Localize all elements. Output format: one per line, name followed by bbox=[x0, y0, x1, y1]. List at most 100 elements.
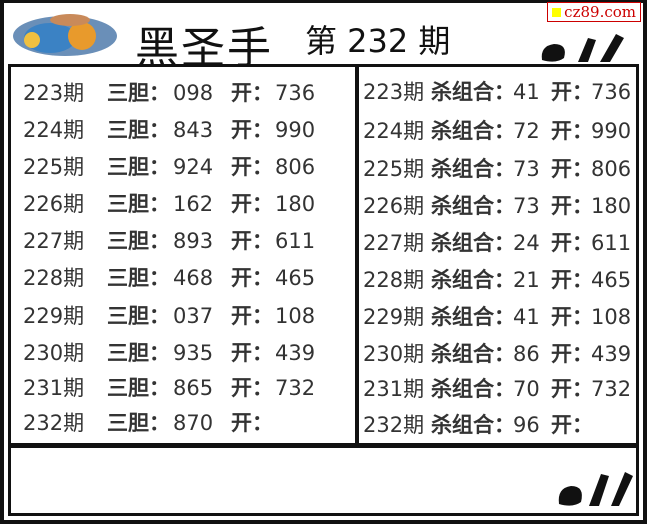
result-cell: 439 bbox=[591, 342, 632, 366]
period-cell: 225期 bbox=[363, 157, 425, 181]
value-cell: 72 bbox=[513, 119, 540, 143]
label-cell: 杀组合： bbox=[431, 268, 515, 292]
label-cell: 杀组合： bbox=[431, 305, 515, 329]
open-cell: 开： bbox=[551, 268, 593, 292]
period-cell: 223期 bbox=[23, 81, 85, 105]
result-cell: 465 bbox=[275, 266, 316, 290]
label-cell: 杀组合： bbox=[431, 342, 515, 366]
issue-number: 第 232 期 bbox=[305, 22, 451, 60]
value-cell: 21 bbox=[513, 268, 540, 292]
period-cell: 225期 bbox=[23, 155, 85, 179]
result-cell: 990 bbox=[275, 118, 316, 142]
result-cell: 732 bbox=[275, 376, 316, 400]
period-cell: 229期 bbox=[23, 304, 85, 328]
watermark-badge[interactable]: cz89.com bbox=[547, 2, 641, 22]
label-cell: 杀组合： bbox=[431, 194, 515, 218]
result-cell: 439 bbox=[275, 341, 316, 365]
period-cell: 228期 bbox=[363, 268, 425, 292]
period-cell: 227期 bbox=[363, 231, 425, 255]
period-cell: 228期 bbox=[23, 266, 85, 290]
label-cell: 杀组合： bbox=[431, 80, 515, 104]
open-cell: 开： bbox=[231, 411, 273, 435]
result-cell: 108 bbox=[591, 305, 632, 329]
period-cell: 224期 bbox=[363, 119, 425, 143]
open-cell: 开： bbox=[231, 266, 273, 290]
label-cell: 三胆： bbox=[107, 155, 170, 179]
label-cell: 杀组合： bbox=[431, 157, 515, 181]
label-cell: 三胆： bbox=[107, 192, 170, 216]
open-cell: 开： bbox=[551, 80, 593, 104]
open-cell: 开： bbox=[231, 155, 273, 179]
label-cell: 三胆： bbox=[107, 229, 170, 253]
open-cell: 开： bbox=[551, 342, 593, 366]
result-cell: 806 bbox=[275, 155, 316, 179]
result-cell: 465 bbox=[591, 268, 632, 292]
open-cell: 开： bbox=[551, 157, 593, 181]
value-cell: 870 bbox=[173, 411, 214, 435]
label-cell: 三胆： bbox=[107, 81, 170, 105]
open-cell: 开： bbox=[231, 341, 273, 365]
ok-hand-mark-icon bbox=[541, 34, 624, 62]
period-cell: 232期 bbox=[363, 413, 425, 437]
label-cell: 三胆： bbox=[107, 304, 170, 328]
ok-hand-mark-icon bbox=[558, 472, 633, 506]
period-cell: 224期 bbox=[23, 118, 85, 142]
watermark-text: cz89.com bbox=[564, 3, 636, 21]
period-cell: 223期 bbox=[363, 80, 425, 104]
value-cell: 73 bbox=[513, 157, 540, 181]
result-cell: 990 bbox=[591, 119, 632, 143]
value-cell: 037 bbox=[173, 304, 214, 328]
period-cell: 229期 bbox=[363, 305, 425, 329]
result-cell: 732 bbox=[591, 377, 632, 401]
result-cell: 108 bbox=[275, 304, 316, 328]
label-cell: 三胆： bbox=[107, 118, 170, 142]
open-cell: 开： bbox=[231, 304, 273, 328]
period-cell: 230期 bbox=[23, 341, 85, 365]
open-cell: 开： bbox=[231, 81, 273, 105]
period-cell: 226期 bbox=[23, 192, 85, 216]
label-cell: 三胆： bbox=[107, 341, 170, 365]
result-cell: 611 bbox=[591, 231, 632, 255]
footer-box bbox=[8, 446, 639, 516]
value-cell: 935 bbox=[173, 341, 214, 365]
open-cell: 开： bbox=[551, 119, 593, 143]
label-cell: 三胆： bbox=[107, 411, 170, 435]
result-cell: 736 bbox=[591, 80, 632, 104]
value-cell: 162 bbox=[173, 192, 214, 216]
logo-image bbox=[13, 14, 117, 56]
square-icon bbox=[552, 8, 562, 17]
value-cell: 96 bbox=[513, 413, 540, 437]
period-cell: 232期 bbox=[23, 411, 85, 435]
kill-combo-panel: 223期 杀组合： 41 开： 736 224期 杀组合： 72 开： 990 225期 杀组合： 73… bbox=[357, 64, 639, 446]
value-cell: 098 bbox=[173, 81, 214, 105]
value-cell: 893 bbox=[173, 229, 214, 253]
open-cell: 开： bbox=[551, 305, 593, 329]
open-cell: 开： bbox=[231, 118, 273, 142]
value-cell: 924 bbox=[173, 155, 214, 179]
label-cell: 三胆： bbox=[107, 376, 170, 400]
open-cell: 开： bbox=[231, 376, 273, 400]
result-cell: 806 bbox=[591, 157, 632, 181]
open-cell: 开： bbox=[551, 377, 593, 401]
value-cell: 468 bbox=[173, 266, 214, 290]
value-cell: 73 bbox=[513, 194, 540, 218]
value-cell: 41 bbox=[513, 305, 540, 329]
open-cell: 开： bbox=[231, 229, 273, 253]
value-cell: 24 bbox=[513, 231, 540, 255]
label-cell: 杀组合： bbox=[431, 231, 515, 255]
label-cell: 杀组合： bbox=[431, 119, 515, 143]
label-cell: 三胆： bbox=[107, 266, 170, 290]
result-cell: 180 bbox=[275, 192, 316, 216]
label-cell: 杀组合： bbox=[431, 413, 515, 437]
value-cell: 41 bbox=[513, 80, 540, 104]
result-cell: 736 bbox=[275, 81, 316, 105]
period-cell: 230期 bbox=[363, 342, 425, 366]
three-dan-panel: 223期 三胆： 098 开： 736 224期 三胆： 843 开： 990 225期 三胆： 924… bbox=[8, 64, 358, 446]
period-cell: 226期 bbox=[363, 194, 425, 218]
period-cell: 227期 bbox=[23, 229, 85, 253]
period-cell: 231期 bbox=[363, 377, 425, 401]
open-cell: 开： bbox=[551, 194, 593, 218]
label-cell: 杀组合： bbox=[431, 377, 515, 401]
value-cell: 86 bbox=[513, 342, 540, 366]
